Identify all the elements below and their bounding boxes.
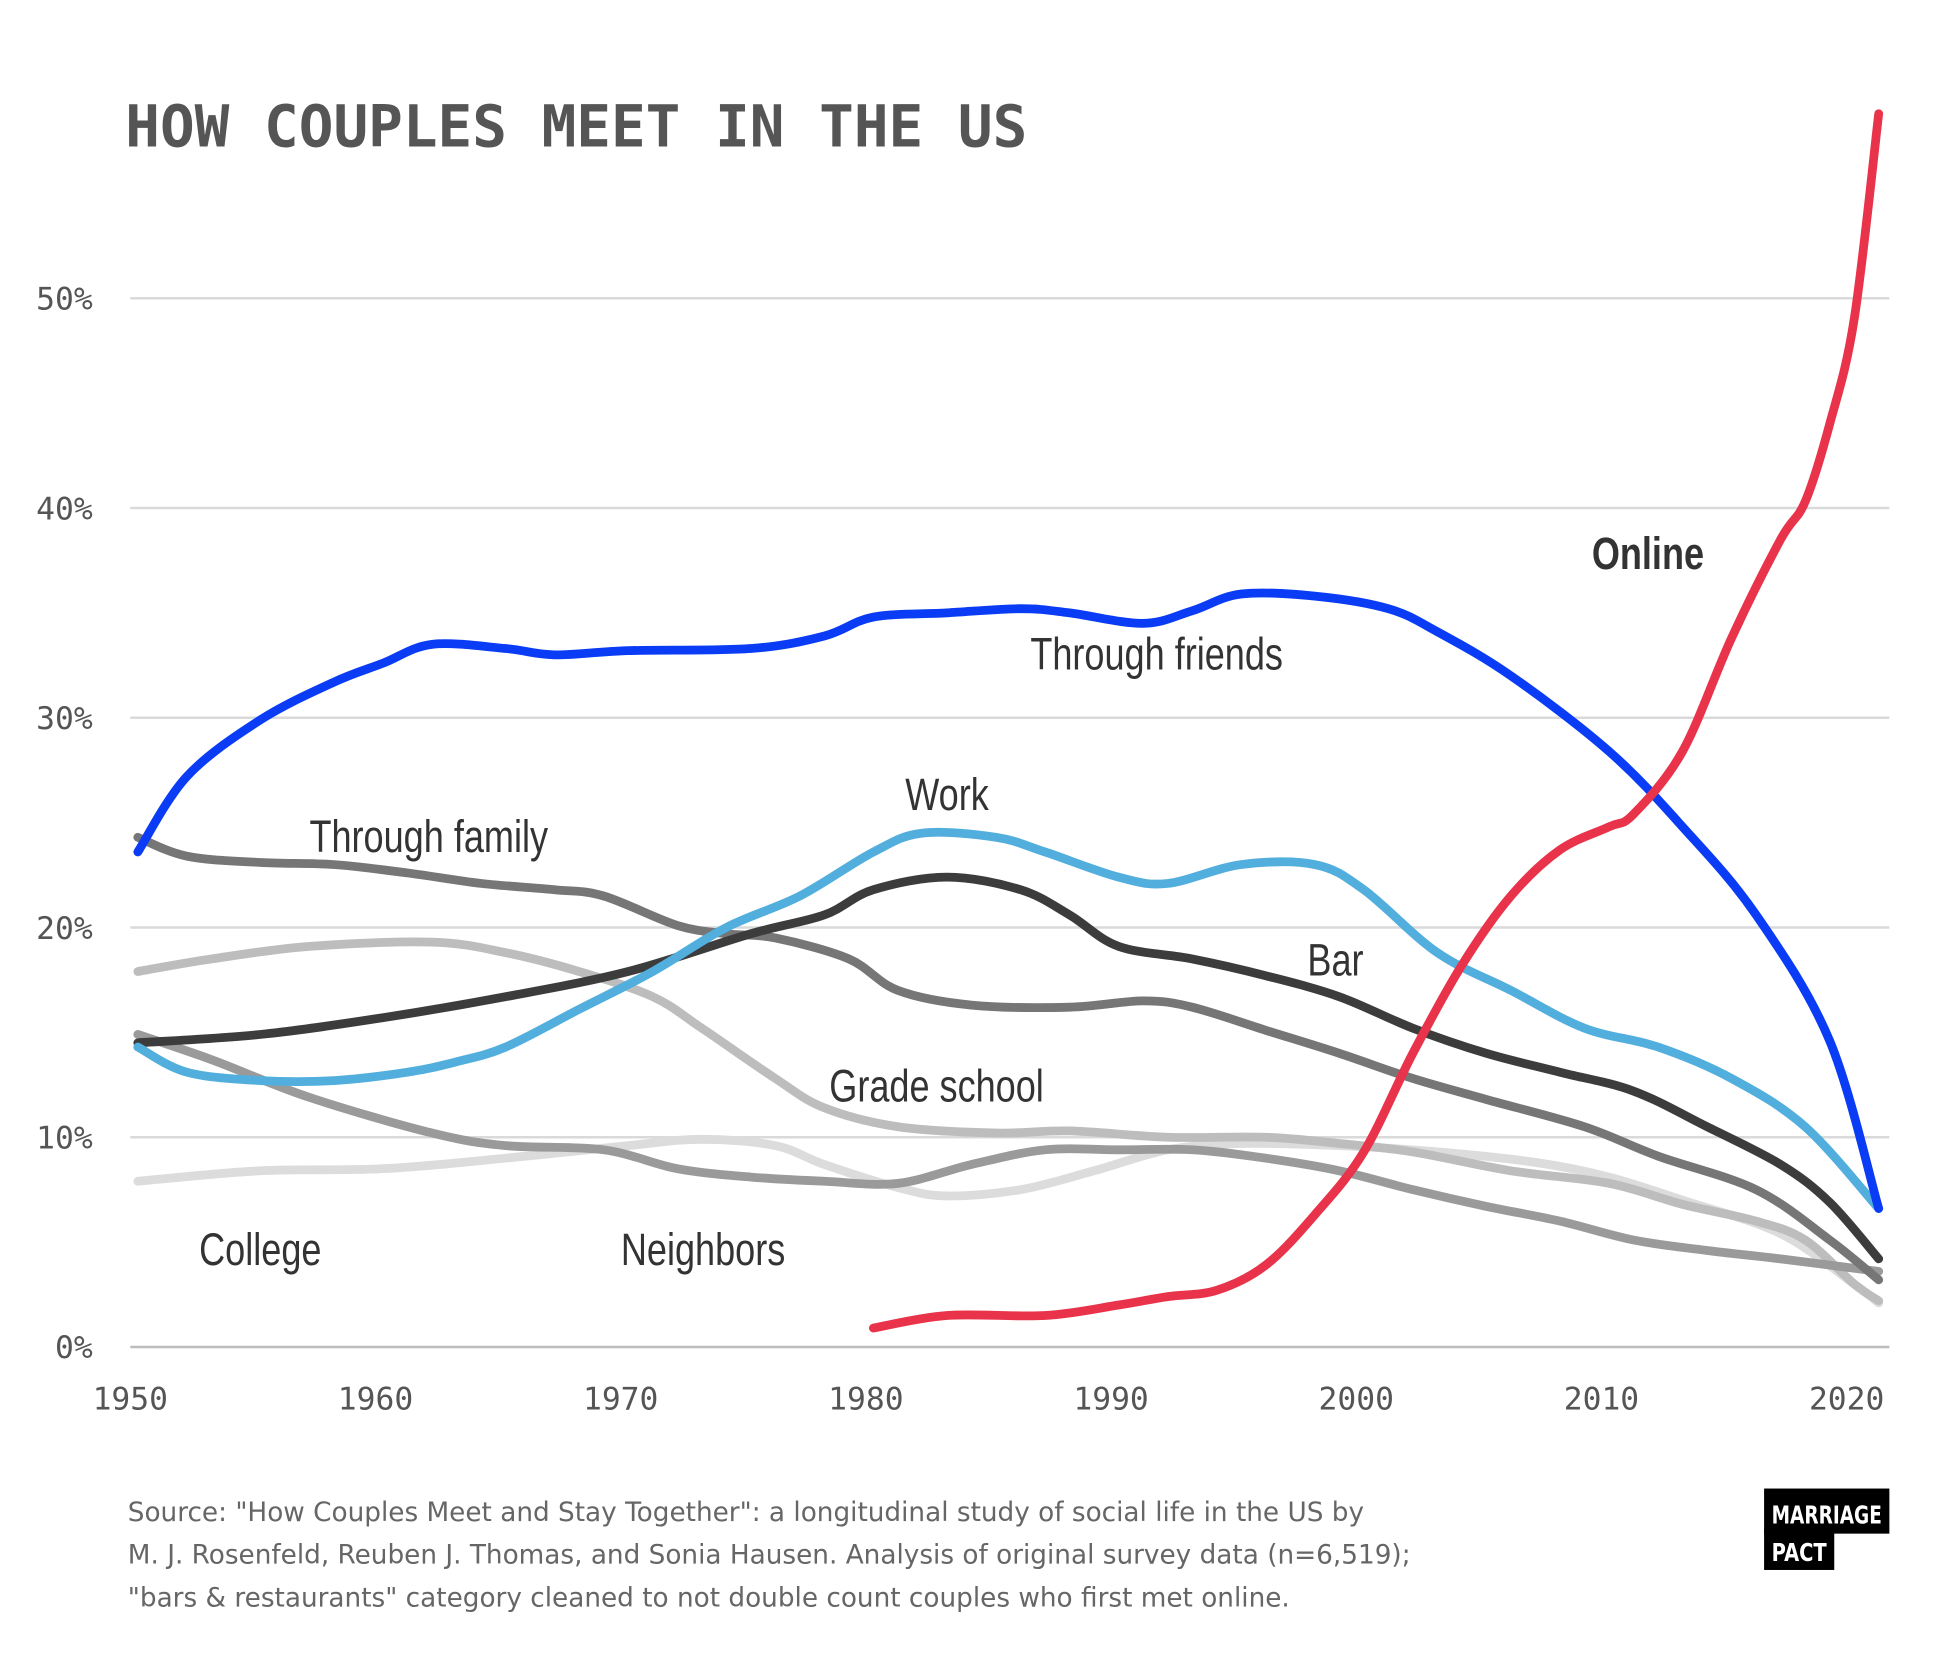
source-line-3: "bars & restaurants" category cleaned to… [128, 1583, 1290, 1613]
series-labels: College Grade school Neighbors Through fami… [199, 528, 1704, 1275]
series-line-work [133, 827, 1884, 1213]
series-line-bar [133, 872, 1884, 1264]
series-label-through-friends: Through friends [1030, 629, 1283, 680]
y-tick-label: 30% [36, 701, 93, 737]
y-tick-label: 40% [36, 491, 93, 527]
series-label-online: Online [1592, 528, 1704, 579]
x-tick-label: 1990 [1073, 1382, 1148, 1418]
series-line-through-family [133, 832, 1884, 1285]
y-tick-label: 0% [55, 1330, 93, 1366]
x-tick-label: 1970 [583, 1382, 658, 1418]
series-line-grade-school [133, 937, 1884, 1306]
series-label-grade-school: Grade school [829, 1061, 1044, 1112]
series-label-bar: Bar [1307, 935, 1363, 986]
logo-line-2: PACT [1772, 1538, 1827, 1567]
series-label-work: Work [905, 769, 989, 820]
x-tick-label: 2020 [1809, 1382, 1884, 1418]
series-line-college [133, 1134, 1884, 1308]
series-line-online [869, 109, 1884, 1333]
series-line-through-friends [133, 588, 1884, 1213]
y-axis: 0% 10% 20% 30% 40% 50% [36, 282, 93, 1367]
source-line-2: M. J. Rosenfeld, Reuben J. Thomas, and S… [128, 1541, 1411, 1571]
series-line-neighbors [133, 1030, 1884, 1276]
marriage-pact-logo: MARRIAGE PACT [1764, 1488, 1890, 1570]
x-tick-label: 1980 [828, 1382, 903, 1418]
x-tick-label: 1960 [338, 1382, 413, 1418]
source-line-1: Source: "How Couples Meet and Stay Toget… [128, 1498, 1364, 1528]
series-label-neighbors: Neighbors [621, 1224, 785, 1275]
series-label-through-family: Through family [309, 811, 548, 862]
source-note: Source: "How Couples Meet and Stay Toget… [128, 1498, 1411, 1613]
gridlines [130, 297, 1890, 1349]
y-tick-label: 50% [36, 282, 93, 318]
y-tick-label: 20% [36, 911, 93, 947]
x-tick-label: 2000 [1319, 1382, 1394, 1418]
y-tick-label: 10% [36, 1120, 93, 1156]
chart-title: HOW COUPLES MEET IN THE US [125, 94, 1027, 161]
logo-line-1: MARRIAGE [1772, 1501, 1882, 1530]
series-label-college: College [199, 1224, 321, 1275]
x-tick-label: 2010 [1564, 1382, 1639, 1418]
x-tick-label: 1950 [93, 1382, 168, 1418]
series-lines [133, 109, 1884, 1333]
x-axis: 1950 1960 1970 1980 1990 2000 2010 2020 [93, 1382, 1885, 1418]
